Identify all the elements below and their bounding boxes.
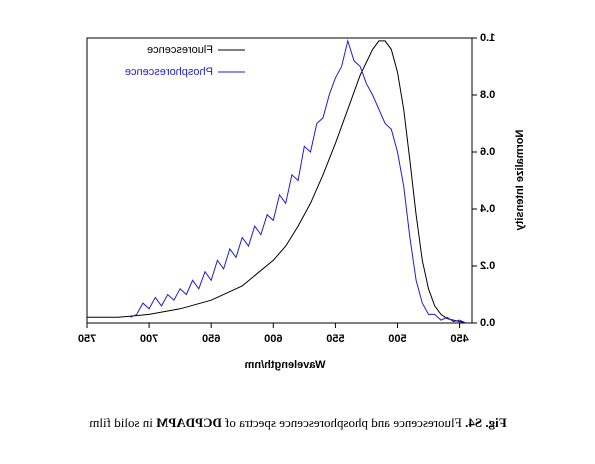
- y-tick-label: 0.4: [479, 203, 495, 215]
- plot-frame: [86, 37, 473, 324]
- y-tick-label: 0.6: [480, 146, 495, 158]
- x-tick-label: 550: [326, 333, 344, 345]
- series-line: [130, 39, 467, 324]
- x-tick-label: 600: [264, 333, 282, 345]
- y-tick-label: 0.2: [480, 260, 495, 272]
- y-tick-label: 0.8: [480, 89, 495, 101]
- series-line: [87, 40, 466, 324]
- caption-part: in solid film: [89, 415, 156, 430]
- caption-part: Fig. S4.: [465, 415, 507, 430]
- y-tick-label: 1.0: [480, 32, 495, 44]
- x-tick-label: 700: [140, 333, 158, 345]
- x-tick-label: 500: [388, 333, 406, 345]
- caption: Fig. S4. Fluorescence and phosphorescenc…: [89, 415, 506, 430]
- x-tick-label: 450: [450, 333, 468, 345]
- x-axis-label: Wavelength/nm: [244, 359, 325, 371]
- caption-part: Fluorescence and phosphorescence spectra…: [222, 415, 465, 430]
- legend-label: Phosphorescence: [125, 66, 213, 78]
- y-axis-label: Normalize Intensity: [514, 130, 526, 232]
- x-tick-label: 650: [202, 333, 220, 345]
- x-tick-label: 750: [78, 333, 96, 345]
- caption-part: DCPDAPM: [156, 415, 222, 430]
- y-tick-label: 0.0: [480, 317, 495, 329]
- legend-label: Fluorescence: [147, 44, 213, 56]
